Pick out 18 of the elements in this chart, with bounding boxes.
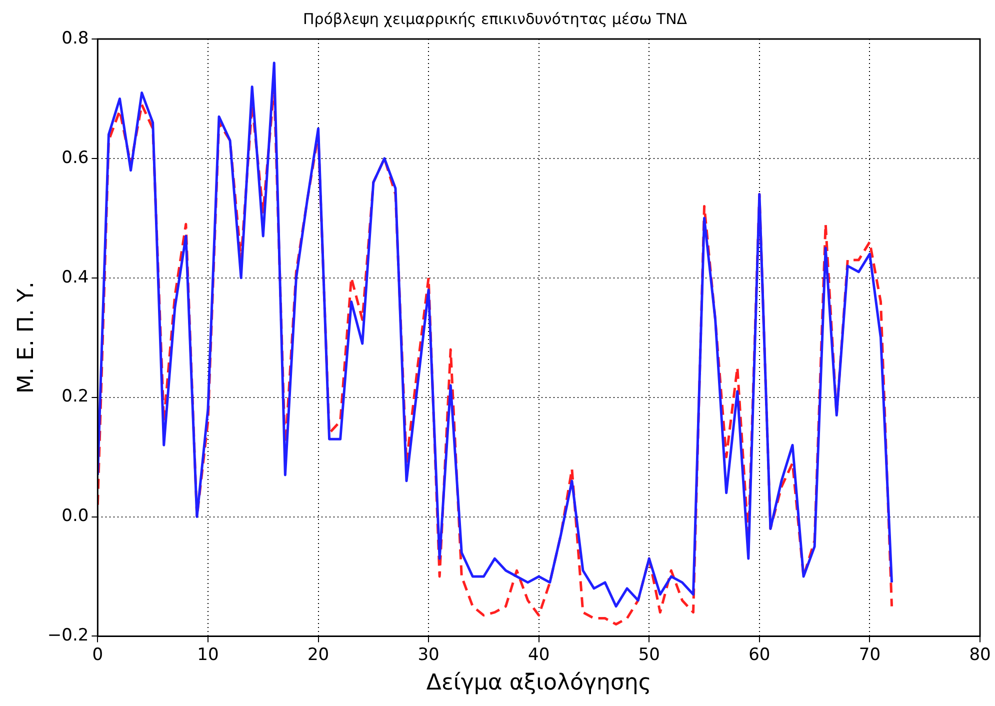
y-tick-label: 0.6	[62, 148, 89, 168]
x-tick-label: 0	[92, 644, 104, 665]
x-axis-title: Δείγμα αξιολόγησης	[426, 670, 652, 696]
x-tick-label: 20	[307, 644, 330, 665]
y-tick-label: 0.2	[62, 386, 89, 407]
y-tick-label: 0.8	[62, 28, 89, 48]
y-tick-label: −0.2	[47, 626, 89, 646]
y-axis-title: Μ. Ε. Π. Υ.	[14, 282, 39, 394]
x-tick-label: 80	[969, 644, 991, 665]
chart-title: Πρόβλεψη χειμαρρικής επικινδυνότητας μέσω ΤΝΔ	[302, 10, 688, 28]
x-tick-label: 30	[418, 644, 440, 665]
x-tick-label: 50	[638, 644, 660, 665]
y-tick-label: 0.4	[62, 267, 89, 288]
x-tick-label: 40	[528, 644, 550, 665]
x-tick-label: 10	[197, 644, 219, 665]
x-tick-label: 70	[858, 644, 881, 665]
x-tick-label: 60	[748, 644, 770, 665]
y-tick-label: 0.0	[62, 506, 89, 526]
